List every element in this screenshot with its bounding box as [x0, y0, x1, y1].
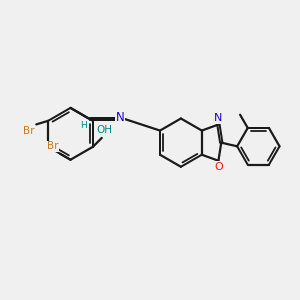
- Text: Br: Br: [23, 126, 35, 136]
- Text: Br: Br: [47, 142, 58, 152]
- Text: N: N: [214, 113, 222, 123]
- Text: OH: OH: [97, 125, 113, 135]
- Text: H: H: [80, 121, 86, 130]
- Text: O: O: [214, 162, 224, 172]
- Text: N: N: [116, 111, 124, 124]
